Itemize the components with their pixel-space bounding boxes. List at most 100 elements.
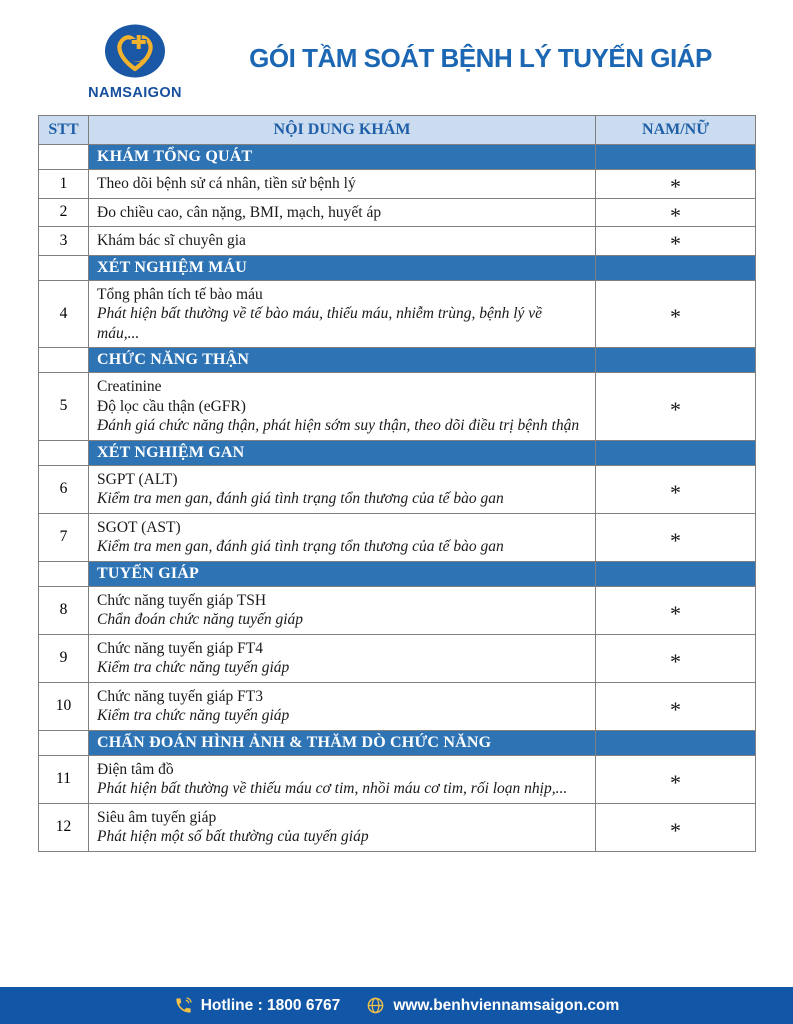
exam-name: SGOT (AST) — [97, 518, 181, 536]
section-stt-cell — [38, 347, 89, 373]
section-header-row: XÉT NGHIỆM GAN — [38, 439, 756, 466]
row-number: 11 — [38, 754, 89, 804]
asterisk-mark: * — [670, 231, 681, 257]
table-row: 11 Điện tâm đồ Phát hiện bất thường về thi… — [38, 754, 756, 804]
exam-name: Siêu âm tuyến giáp — [97, 808, 217, 826]
column-header-gender: NAM/NỮ — [595, 115, 756, 145]
section-title: CHỨC NĂNG THẬN — [88, 347, 596, 373]
section-title: TUYẾN GIÁP — [88, 560, 596, 587]
table-row: 10 Chức năng tuyến giáp FT3 Kiểm tra chức … — [38, 681, 756, 731]
asterisk-mark: * — [670, 174, 681, 200]
hospital-logo: NAMSAIGON — [72, 24, 198, 101]
section-stt-cell — [38, 144, 89, 170]
gender-mark-cell: * — [595, 802, 756, 852]
section-gender-cell — [595, 144, 756, 170]
table-row: 3 Khám bác sĩ chuyên gia * — [38, 226, 756, 257]
table-row: 7 SGOT (AST) Kiểm tra men gan, đánh giá tì… — [38, 512, 756, 562]
column-header-stt: STT — [38, 115, 89, 145]
exam-name: Creatinine — [97, 378, 162, 395]
globe-icon — [367, 997, 384, 1014]
exam-description: Chẩn đoán chức năng tuyến giáp — [97, 611, 304, 628]
exam-description: Phát hiện bất thường về tế bào máu, thiế… — [97, 305, 543, 342]
section-gender-cell — [595, 560, 756, 587]
exam-description: Đánh giá chức năng thận, phát hiện sớm s… — [97, 417, 580, 434]
exam-description: Phát hiện một số bất thường của tuyến gi… — [97, 828, 369, 845]
table-header-row: STT NỘI DUNG KHÁM NAM/NỮ — [38, 115, 756, 145]
section-gender-cell — [595, 439, 756, 466]
exam-name: Khám bác sĩ chuyên gia — [97, 232, 246, 249]
exam-name: Độ lọc cầu thận (eGFR) — [97, 397, 246, 415]
gender-mark-cell: * — [595, 681, 756, 731]
section-header-row: TUYẾN GIÁP — [38, 560, 756, 587]
row-number: 6 — [38, 464, 89, 514]
section-title: XÉT NGHIỆM GAN — [88, 439, 596, 466]
hotline-text: Hotline : 1800 6767 — [200, 996, 341, 1014]
section-gender-cell — [595, 254, 756, 281]
table-row: 6 SGPT (ALT) Kiểm tra men gan, đánh giá tì… — [38, 464, 756, 514]
phone-icon — [176, 997, 192, 1013]
asterisk-mark: * — [670, 304, 681, 330]
website-group: www.benhviennamsaigon.com — [366, 996, 619, 1015]
row-number: 7 — [38, 512, 89, 562]
table-row: 8 Chức năng tuyến giáp TSH Chẩn đoán chức … — [38, 585, 756, 635]
asterisk-mark: * — [670, 600, 681, 626]
gender-mark-cell: * — [595, 633, 756, 683]
table-row: 1 Theo dõi bệnh sử cá nhân, tiền sử bệnh … — [38, 169, 756, 200]
exam-name: Chức năng tuyến giáp TSH — [97, 591, 267, 609]
exam-description: Kiểm tra men gan, đánh giá tình trạng tổ… — [97, 538, 504, 555]
asterisk-mark: * — [670, 479, 681, 505]
section-stt-cell — [38, 254, 89, 281]
row-number: 10 — [38, 681, 89, 731]
section-stt-cell — [38, 729, 89, 756]
heart-cross-logo-icon — [105, 24, 165, 78]
table-row: 12 Siêu âm tuyến giáp Phát hiện một số bất… — [38, 802, 756, 852]
gender-mark-cell: * — [595, 512, 756, 562]
gender-mark-cell: * — [595, 754, 756, 804]
row-number: 5 — [38, 372, 89, 441]
row-number: 2 — [38, 197, 89, 227]
exam-content-cell: SGPT (ALT) Kiểm tra men gan, đánh giá tìn… — [88, 464, 596, 514]
exam-name: Theo dõi bệnh sử cá nhân, tiền sử bệnh l… — [97, 175, 356, 192]
row-number: 3 — [38, 226, 89, 256]
exam-description: Phát hiện bất thường về thiếu máu cơ tim… — [97, 780, 568, 797]
gender-mark-cell: * — [595, 585, 756, 635]
exam-name: Đo chiều cao, cân nặng, BMI, mạch, huyết… — [97, 203, 382, 221]
asterisk-mark: * — [670, 396, 681, 422]
gender-mark-cell: * — [595, 169, 756, 200]
exam-content-cell: Siêu âm tuyến giáp Phát hiện một số bất t… — [88, 802, 596, 852]
footer-bar: Hotline : 1800 6767 www.benhviennamsaigo… — [0, 987, 793, 1024]
page-title: GÓI TẦM SOÁT BỆNH LÝ TUYẾN GIÁP — [249, 43, 712, 73]
exam-content-cell: Chức năng tuyến giáp FT4 Kiểm tra chức nă… — [88, 633, 596, 683]
exam-name: Chức năng tuyến giáp FT3 — [97, 687, 263, 705]
section-stt-cell — [38, 560, 89, 587]
section-gender-cell — [595, 729, 756, 756]
table-row: 9 Chức năng tuyến giáp FT4 Kiểm tra chức n… — [38, 633, 756, 683]
gender-mark-cell: * — [595, 226, 756, 257]
section-title: XÉT NGHIỆM MÁU — [88, 254, 596, 281]
section-title: KHÁM TỔNG QUÁT — [88, 144, 596, 170]
exam-name: SGPT (ALT) — [97, 470, 178, 488]
table-row: 4 Tổng phân tích tế bào máu Phát hiện bất … — [38, 279, 756, 348]
asterisk-mark: * — [670, 769, 681, 795]
exam-description: Kiểm tra men gan, đánh giá tình trạng tổ… — [97, 490, 504, 507]
exam-description: Kiểm tra chức năng tuyến giáp — [97, 707, 290, 724]
section-header-row: CHỨC NĂNG THẬN — [38, 347, 756, 373]
hotline-group: Hotline : 1800 6767 — [174, 996, 341, 1015]
asterisk-mark: * — [670, 817, 681, 843]
website-text: www.benhviennamsaigon.com — [393, 996, 620, 1014]
section-header-row: XÉT NGHIỆM MÁU — [38, 254, 756, 281]
exam-name: Điện tâm đồ — [97, 760, 174, 778]
asterisk-mark: * — [670, 202, 681, 228]
row-number: 8 — [38, 585, 89, 635]
section-title: CHẨN ĐOÁN HÌNH ẢNH & THĂM DÒ CHỨC NĂNG — [88, 729, 596, 756]
exam-name: Chức năng tuyến giáp FT4 — [97, 639, 263, 657]
gender-mark-cell: * — [595, 197, 756, 228]
exam-content-cell: Điện tâm đồ Phát hiện bất thường về thiếu… — [88, 754, 596, 804]
brand-name: NAMSAIGON — [88, 85, 182, 101]
row-number: 1 — [38, 169, 89, 199]
exam-content-cell: Theo dõi bệnh sử cá nhân, tiền sử bệnh l… — [88, 169, 596, 199]
column-header-content: NỘI DUNG KHÁM — [88, 115, 596, 145]
asterisk-mark: * — [670, 648, 681, 674]
exam-content-cell: Khám bác sĩ chuyên gia — [88, 226, 596, 256]
